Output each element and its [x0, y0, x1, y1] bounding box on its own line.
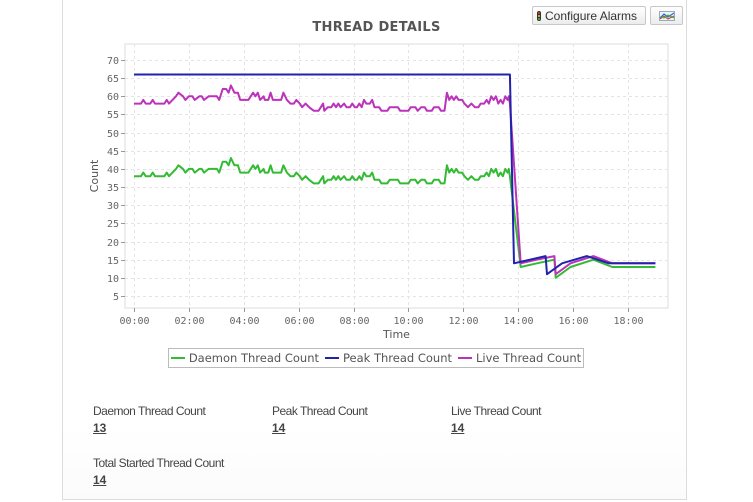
y-tick-label: 35 — [107, 183, 119, 194]
y-tick-label: 10 — [107, 274, 119, 285]
series-line-live[interactable] — [134, 84, 656, 276]
x-tick-label: 16:00 — [558, 316, 588, 327]
y-tick-label: 30 — [107, 201, 119, 212]
x-tick-label: 12:00 — [448, 316, 478, 327]
configure-alarms-label: Configure Alarms — [545, 8, 638, 23]
series-line-daemon[interactable] — [134, 157, 656, 279]
stat-total-started-thread-count: Total Started Thread Count 14 — [93, 456, 263, 489]
chart-title: THREAD DETAILS — [312, 20, 441, 35]
stat-peak-thread-count: Peak Thread Count 14 — [272, 404, 442, 437]
traffic-light-icon — [537, 10, 541, 21]
chart-legend: Daemon Thread Count Peak Thread Count Li… — [168, 348, 584, 368]
legend-swatch-daemon — [170, 357, 185, 359]
y-tick-label: 5 — [113, 292, 119, 303]
y-tick-label: 40 — [107, 165, 119, 176]
stat-label: Live Thread Count — [451, 404, 542, 418]
y-tick-label: 55 — [107, 110, 119, 121]
legend-label-daemon: Daemon Thread Count — [188, 351, 320, 365]
legend-item-peak[interactable]: Peak Thread Count — [325, 351, 452, 365]
chart-type-button[interactable] — [650, 6, 683, 25]
stat-live-thread-count: Live Thread Count 14 — [451, 404, 621, 437]
stat-value-link[interactable]: 14 — [451, 421, 465, 435]
series-line-peak[interactable] — [134, 73, 656, 276]
stat-value-link[interactable]: 14 — [272, 421, 286, 435]
x-tick-label: 18:00 — [613, 316, 643, 327]
x-tick-label: 02:00 — [174, 316, 204, 327]
y-tick-label: 65 — [107, 74, 119, 85]
stat-label: Total Started Thread Count — [93, 456, 224, 470]
y-tick-label: 20 — [107, 238, 119, 249]
legend-item-daemon[interactable]: Daemon Thread Count — [170, 351, 320, 365]
stat-label: Peak Thread Count — [272, 404, 368, 418]
legend-swatch-live — [458, 357, 472, 359]
thread-chart: 5 10 15 20 25 30 35 40 45 50 55 60 65 70 00:00 02:00 04:… — [88, 43, 669, 341]
y-tick-label: 60 — [107, 92, 119, 103]
x-axis-label: Time — [382, 328, 410, 341]
stat-label: Daemon Thread Count — [93, 404, 206, 418]
y-tick-label: 45 — [107, 147, 119, 158]
x-tick-label: 08:00 — [339, 316, 369, 327]
legend-item-live[interactable]: Live Thread Count — [458, 351, 581, 365]
y-axis-label: Count — [88, 159, 101, 192]
x-tick-label: 14:00 — [503, 316, 533, 327]
stat-value-link[interactable]: 14 — [93, 473, 107, 487]
stat-daemon-thread-count: Daemon Thread Count 13 — [93, 404, 263, 437]
configure-alarms-button[interactable]: Configure Alarms — [532, 6, 646, 25]
y-tick-label: 15 — [107, 256, 119, 267]
y-tick-label: 70 — [107, 56, 119, 67]
x-tick-label: 00:00 — [119, 316, 149, 327]
plot-area — [124, 43, 669, 309]
chart-type-icon — [658, 10, 675, 21]
legend-swatch-peak — [325, 357, 340, 359]
legend-label-peak: Peak Thread Count — [343, 351, 452, 365]
x-tick-label: 10:00 — [393, 316, 423, 327]
stat-value-link[interactable]: 13 — [93, 421, 107, 435]
legend-label-live: Live Thread Count — [476, 351, 582, 365]
y-tick-label: 25 — [107, 219, 119, 230]
y-tick-label: 50 — [107, 129, 119, 140]
x-tick-label: 06:00 — [284, 316, 314, 327]
x-tick-label: 04:00 — [229, 316, 259, 327]
